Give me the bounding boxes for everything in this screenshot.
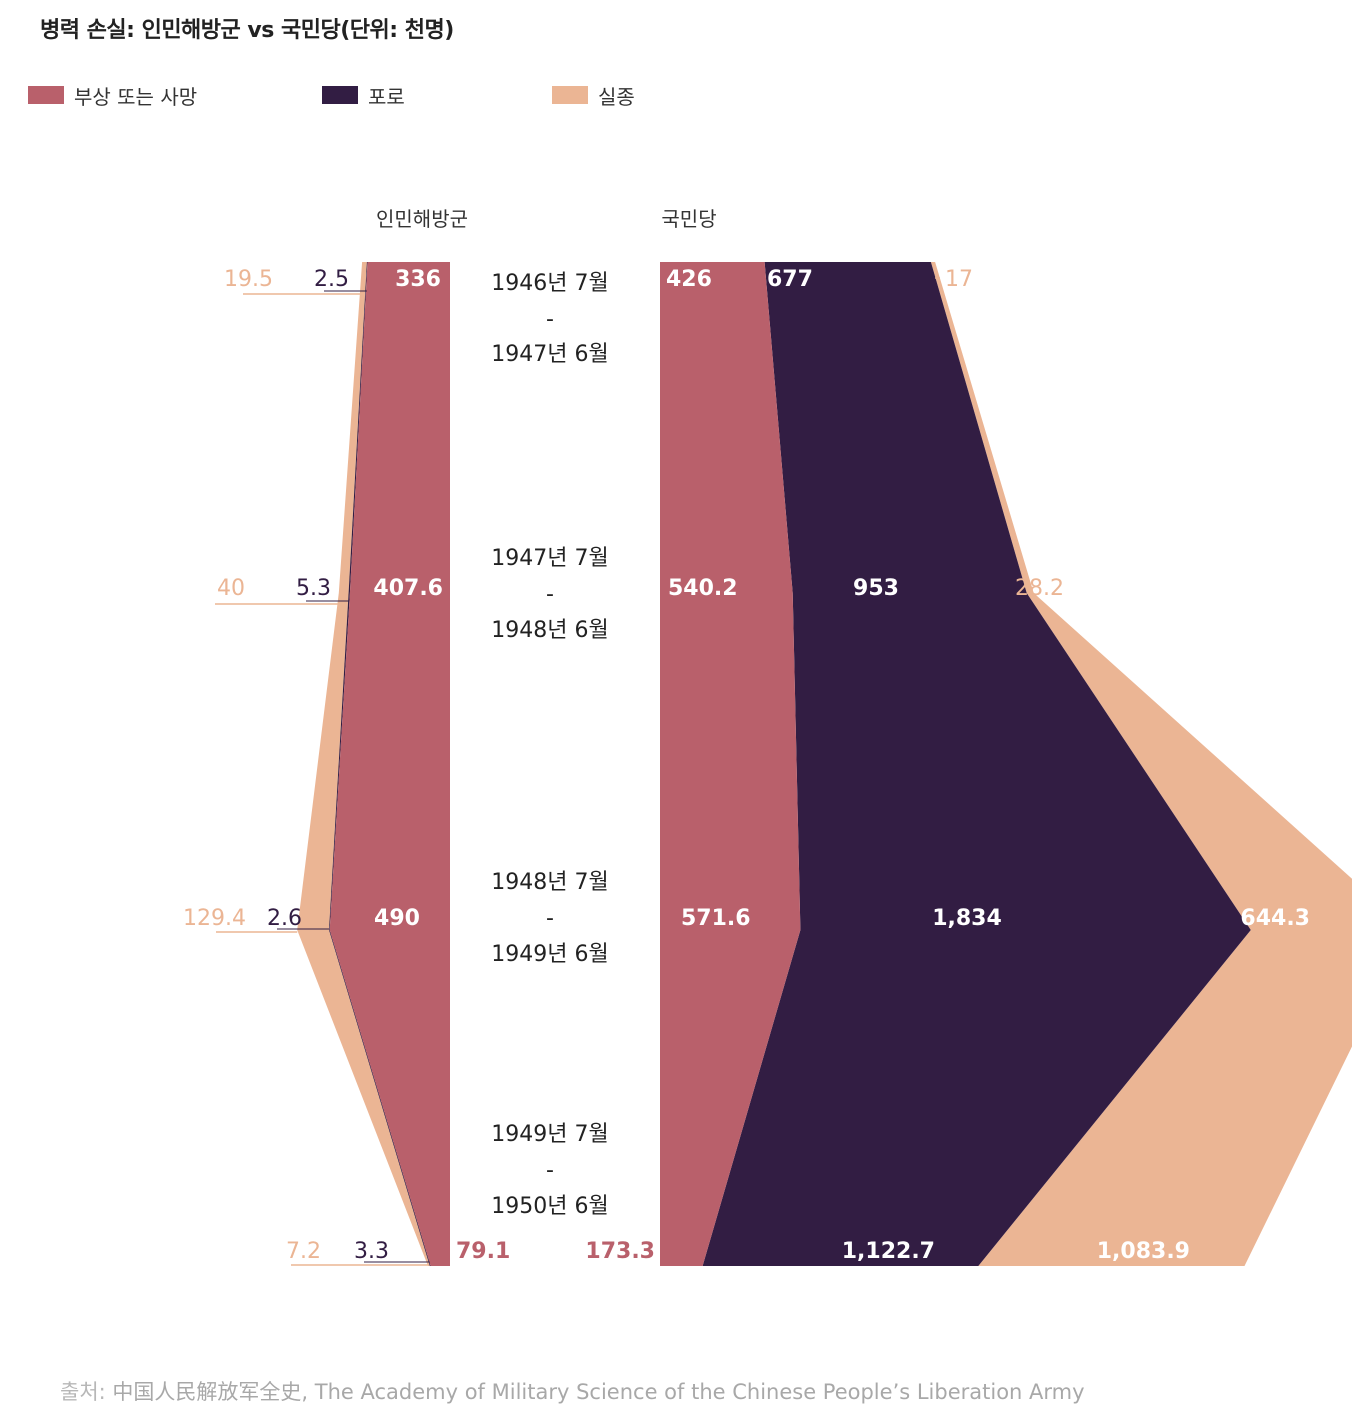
pla-missing-label: 19.5	[224, 267, 273, 292]
legend-swatch-casualty	[28, 86, 64, 104]
legend-swatch-captured	[322, 86, 358, 104]
period-start-label: 1948년 7월	[491, 870, 608, 895]
pla-casualty-label: 407.6	[373, 576, 443, 601]
legend-item-missing: 실종	[552, 84, 635, 109]
period-separator: -	[546, 307, 554, 332]
pla-casualty-label: 490	[374, 906, 420, 931]
kmt-missing-label: 17	[945, 267, 973, 292]
period-end-label: 1947년 6월	[491, 342, 608, 367]
source-label: 출처:	[60, 1380, 106, 1404]
pla-captured-label: 5.3	[296, 576, 331, 601]
legend-item-captured: 포로	[322, 84, 405, 109]
period-start-label: 1949년 7월	[491, 1122, 608, 1147]
pla-casualty-label: 79.1	[456, 1239, 510, 1264]
kmt-casualty-label: 540.2	[668, 576, 738, 601]
kmt-captured-label: 677	[767, 267, 813, 292]
period-separator: -	[546, 906, 554, 931]
group-label-kmt: 국민당	[661, 207, 716, 231]
kmt-captured-label: 1,122.7	[842, 1239, 935, 1264]
pla-missing-label: 7.2	[286, 1239, 321, 1264]
period-end-label: 1949년 6월	[491, 942, 608, 967]
kmt-captured-label: 953	[853, 576, 899, 601]
kmt-captured-label: 1,834	[932, 906, 1002, 931]
pla-captured-label: 2.5	[314, 267, 349, 292]
kmt-casualty-label: 426	[666, 267, 712, 292]
source-note: 출처: 中国人民解放军全史, The Academy of Military S…	[60, 1376, 1085, 1406]
kmt-casualty-label: 173.3	[585, 1239, 655, 1264]
group-label-pla: 인민해방군	[376, 207, 468, 231]
pla-missing-label: 129.4	[183, 906, 246, 931]
kmt-casualty-label: 571.6	[681, 906, 751, 931]
legend-label-captured: 포로	[368, 84, 405, 109]
legend-label-casualty: 부상 또는 사망	[74, 84, 198, 109]
pla-captured-label: 2.6	[267, 906, 302, 931]
period-start-label: 1947년 7월	[491, 546, 608, 571]
kmt-missing-label: 28.2	[1015, 576, 1064, 601]
pla-casualty-label: 336	[395, 267, 441, 292]
source-text: 中国人民解放军全史, The Academy of Military Scien…	[112, 1380, 1085, 1404]
period-end-label: 1948년 6월	[491, 618, 608, 643]
period-separator: -	[546, 1158, 554, 1183]
period-separator: -	[546, 582, 554, 607]
pla-captured-label: 3.3	[354, 1239, 389, 1264]
period-start-label: 1946년 7월	[491, 271, 608, 296]
period-end-label: 1950년 6월	[491, 1194, 608, 1219]
kmt-missing-area	[930, 262, 1352, 1266]
kmt-missing-label: 1,083.9	[1097, 1239, 1190, 1264]
pla-missing-area	[297, 262, 430, 1266]
legend-label-missing: 실종	[598, 84, 635, 109]
pla-casualty-area	[329, 262, 450, 1266]
pla-missing-label: 40	[217, 576, 245, 601]
legend-item-casualty: 부상 또는 사망	[28, 84, 197, 109]
kmt-missing-label: 644.3	[1240, 906, 1310, 931]
chart-title: 병력 손실: 인민해방군 vs 국민당(단위: 천명)	[40, 18, 454, 43]
legend-swatch-missing	[552, 86, 588, 104]
kmt-casualty-area	[660, 262, 801, 1266]
kmt-captured-area	[702, 262, 1251, 1266]
